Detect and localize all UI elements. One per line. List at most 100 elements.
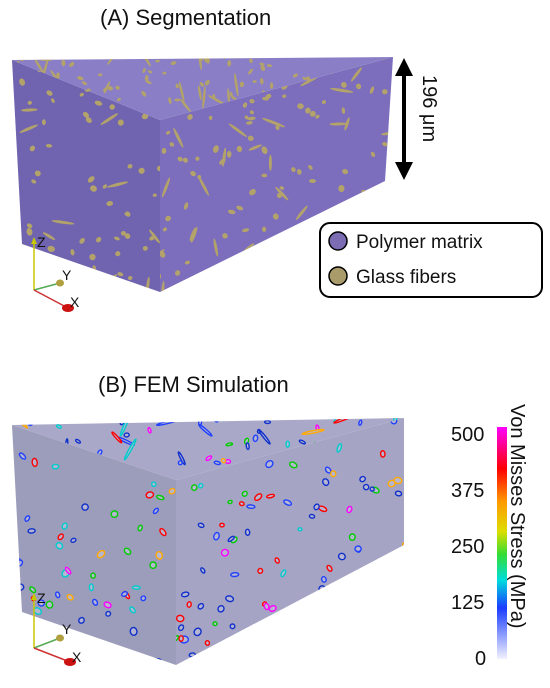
texture-spot — [77, 76, 84, 81]
texture-spot — [12, 214, 16, 222]
texture-spot — [219, 275, 228, 282]
texture-spot — [147, 426, 152, 434]
texture-spot — [90, 572, 97, 579]
texture-spot — [34, 633, 41, 641]
texture-spot — [177, 451, 186, 466]
texture-spot — [265, 93, 272, 99]
texture-spot — [138, 167, 145, 174]
colorbar-tick-500: 500 — [451, 424, 484, 446]
texture-spot — [208, 115, 213, 120]
texture-spot — [166, 130, 171, 135]
texture-spot — [19, 124, 38, 133]
texture-spot — [117, 97, 121, 102]
texture-spot — [26, 227, 33, 236]
texture-spot — [74, 438, 82, 444]
texture-spot — [128, 418, 142, 420]
texture-spot — [107, 86, 114, 91]
texture-spot — [382, 141, 388, 147]
texture-spot — [204, 418, 211, 422]
legend-label-matrix: Polymer matrix — [356, 232, 483, 253]
texture-spot — [114, 236, 120, 241]
texture-spot — [117, 272, 124, 277]
texture-spot — [393, 476, 403, 485]
texture-spot — [341, 82, 347, 88]
texture-spot — [298, 260, 303, 266]
texture-spot — [152, 507, 160, 515]
texture-spot — [24, 515, 31, 522]
texture-spot — [252, 434, 259, 443]
texture-spot — [249, 99, 255, 104]
texture-spot — [197, 85, 202, 100]
texture-spot — [117, 119, 124, 126]
texture-spot — [330, 88, 354, 93]
texture-spot — [79, 238, 85, 244]
texture-spot — [162, 227, 167, 232]
texture-spot — [51, 463, 60, 470]
texture-spot — [258, 429, 271, 445]
texture-spot — [19, 638, 28, 646]
texture-spot — [83, 111, 89, 118]
texture-spot — [188, 652, 197, 658]
texture-spot — [137, 524, 143, 532]
block-b-front-face — [176, 418, 404, 665]
texture-spot — [261, 226, 267, 232]
texture-spot — [19, 78, 26, 86]
texture-spot — [259, 62, 265, 66]
texture-spot — [12, 82, 14, 88]
texture-spot — [79, 92, 84, 97]
texture-spot — [213, 460, 222, 466]
texture-spot — [321, 100, 326, 105]
texture-spot — [318, 585, 326, 593]
texture-spot — [99, 274, 118, 285]
texture-spot — [391, 104, 393, 111]
texture-spot — [380, 622, 387, 630]
texture-spot — [178, 81, 185, 103]
texture-spot — [37, 599, 46, 607]
texture-spot — [124, 233, 131, 239]
texture-spot — [229, 623, 236, 630]
texture-spot — [379, 450, 386, 458]
block-a-front-face — [160, 57, 393, 292]
texture-spot — [156, 494, 165, 501]
texture-spot — [87, 176, 95, 183]
dimension-label: 196 μm — [418, 75, 440, 142]
texture-spot — [265, 251, 291, 256]
texture-spot — [228, 123, 248, 137]
texture-spot — [226, 150, 232, 158]
texture-spot — [227, 60, 232, 67]
texture-spot — [105, 610, 112, 617]
texture-spot — [184, 260, 190, 265]
texture-spot — [21, 639, 30, 648]
texture-spot — [272, 213, 279, 220]
colorbar-tick-0: 0 — [475, 648, 486, 670]
texture-spot — [320, 575, 327, 583]
texture-spot — [388, 584, 396, 592]
texture-spot — [156, 165, 160, 172]
texture-spot — [147, 70, 153, 74]
texture-spot — [241, 490, 248, 497]
texture-spot — [257, 567, 264, 574]
texture-spot — [301, 428, 325, 436]
texture-spot — [56, 72, 60, 80]
colorbar: 500 375 250 125 0 — [451, 424, 507, 670]
texture-spot — [362, 483, 370, 491]
texture-spot — [103, 601, 112, 609]
texture-spot — [177, 624, 185, 632]
texture-spot — [155, 59, 160, 63]
texture-spot — [141, 113, 149, 120]
texture-spot — [31, 457, 38, 468]
texture-spot — [199, 82, 205, 87]
texture-spot — [246, 121, 253, 125]
texture-spot — [29, 145, 36, 152]
texture-spot — [248, 68, 253, 75]
texture-spot — [263, 602, 270, 611]
texture-spot — [280, 569, 287, 578]
texture-spot — [12, 237, 21, 253]
texture-spot — [142, 67, 146, 74]
texture-spot — [51, 98, 55, 104]
texture-spot — [288, 461, 298, 469]
texture-spot — [227, 535, 235, 543]
texture-spot — [107, 181, 129, 188]
axis-x-label-a: X — [70, 294, 80, 310]
texture-spot — [106, 200, 113, 207]
